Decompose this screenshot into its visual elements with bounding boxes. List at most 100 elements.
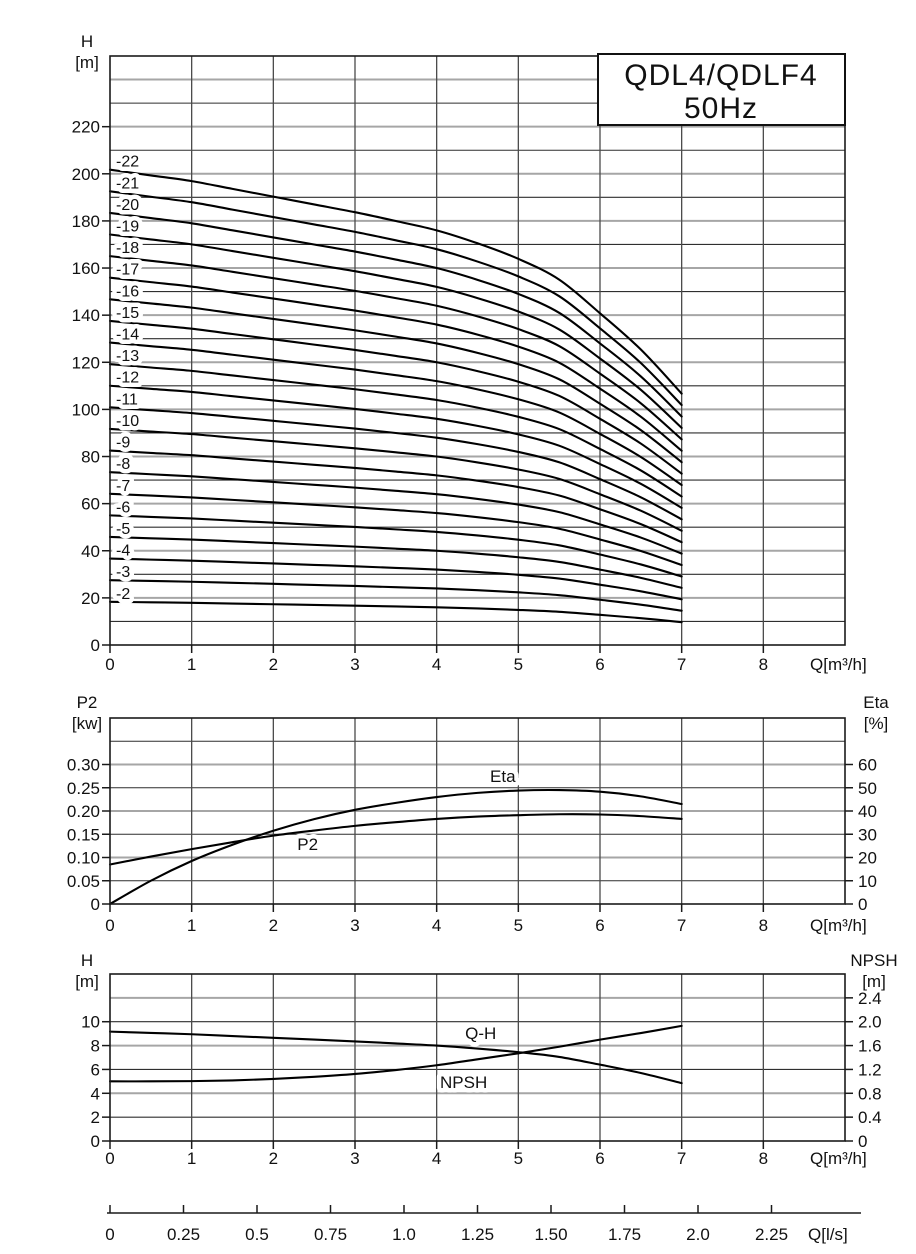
left-tick-label: 0.10 — [67, 849, 100, 868]
axis-title-unit: [m] — [75, 53, 99, 72]
right-tick-label: 0.4 — [858, 1108, 882, 1127]
right-tick-label: 40 — [858, 802, 877, 821]
left-tick-label: 4 — [91, 1084, 100, 1103]
left-tick-label: 220 — [72, 118, 100, 137]
head-curve-20 — [108, 211, 683, 418]
right-tick-label: 1.6 — [858, 1037, 882, 1056]
stage-curve-label: -16 — [116, 283, 139, 300]
stage-curve-label: -20 — [116, 197, 139, 214]
right-tick-label: 10 — [858, 872, 877, 891]
x-tick-label: 7 — [677, 1149, 686, 1168]
head-curve-13 — [108, 363, 683, 498]
x-tick-label: 1 — [187, 1149, 196, 1168]
title-box: QDL4/QDLF4 50Hz — [597, 53, 846, 126]
left-tick-label: 0 — [91, 895, 100, 914]
panel-power-efficiency: P2Eta0.300.250.200.150.100.0506050403020… — [67, 693, 889, 935]
stage-curve-label: -4 — [116, 543, 130, 560]
ls-tick-label: 0.25 — [167, 1225, 200, 1244]
x-tick-label: 6 — [595, 916, 604, 935]
series-curve-NPSH — [108, 1024, 683, 1083]
x-tick-label: 0 — [105, 655, 114, 674]
left-tick-label: 160 — [72, 259, 100, 278]
left-tick-label: 8 — [91, 1037, 100, 1056]
x-tick-label: 5 — [514, 1149, 523, 1168]
ls-tick-label: 2.0 — [686, 1225, 710, 1244]
head-curve-2 — [108, 600, 683, 624]
left-tick-label: 200 — [72, 165, 100, 184]
stage-curve-label: -3 — [116, 564, 130, 581]
x-tick-label: 5 — [514, 916, 523, 935]
left-tick-label: 0.25 — [67, 779, 100, 798]
panel-border — [109, 973, 846, 1142]
head-curve-11 — [108, 406, 683, 521]
title-box-frame — [597, 53, 846, 126]
head-curve-6 — [108, 514, 683, 578]
right-tick-label: 0.8 — [858, 1084, 882, 1103]
right-tick-label: 60 — [858, 756, 877, 775]
left-tick-label: 80 — [81, 448, 100, 467]
stage-curve-label: -17 — [116, 262, 139, 279]
head-curve-7 — [108, 492, 683, 567]
panel-head-capacity: -22-21-20-19-18-17-16-15-14-13-12-11-10-… — [72, 32, 867, 674]
x-tick-label: 2 — [269, 916, 278, 935]
head-curve-21 — [108, 190, 683, 407]
x-tick-label: 5 — [514, 655, 523, 674]
axis-title-unit: [kw] — [72, 714, 102, 733]
ls-tick-label: 0.75 — [314, 1225, 347, 1244]
x-tick-label: 6 — [595, 1149, 604, 1168]
series-label-NPSH: NPSH — [440, 1073, 487, 1092]
head-curve-5 — [108, 535, 683, 589]
head-curve-18 — [108, 255, 683, 441]
series-label-P2: P2 — [297, 835, 318, 854]
x-tick-label: 4 — [432, 655, 441, 674]
flow-axis-ls: 0 0.25 0.5 0.75 1.0 1.25 1.50 1.75 2.0 2.25 Q[l/s] — [105, 1205, 861, 1244]
x-tick-label: 7 — [677, 916, 686, 935]
axis-title: H — [81, 32, 93, 51]
head-curve-16 — [108, 298, 683, 464]
series-label-Eta: Eta — [490, 767, 516, 786]
right-tick-label: 0 — [858, 1132, 867, 1151]
left-tick-label: 0.15 — [67, 825, 100, 844]
stage-curve-label: -9 — [116, 435, 130, 452]
stage-curve-label: -12 — [116, 370, 139, 387]
left-tick-label: 180 — [72, 212, 100, 231]
x-tick-label: 6 — [595, 655, 604, 674]
ls-axis-unit-label: Q[l/s] — [808, 1225, 848, 1244]
stage-curve-label: -6 — [116, 499, 130, 516]
axis-title: Eta — [863, 693, 889, 712]
chart-title-model: QDL4/QDLF4 — [624, 59, 817, 92]
head-curve-9 — [108, 449, 683, 544]
left-tick-label: 140 — [72, 306, 100, 325]
axis-title: P2 — [77, 693, 98, 712]
stage-curve-label: -22 — [116, 154, 139, 171]
axis-title-unit: [%] — [864, 714, 889, 733]
head-curve-22 — [108, 168, 683, 395]
left-tick-label: 100 — [72, 400, 100, 419]
x-axis-unit-label: Q[m³/h] — [810, 1149, 867, 1168]
series-label-Q-H: Q-H — [465, 1024, 496, 1043]
left-tick-label: 0 — [91, 636, 100, 655]
left-tick-label: 120 — [72, 353, 100, 372]
series-curve-P2 — [108, 813, 683, 866]
right-tick-label: 20 — [858, 849, 877, 868]
head-curve-12 — [108, 384, 683, 509]
left-tick-label: 0.30 — [67, 756, 100, 775]
x-tick-label: 8 — [759, 1149, 768, 1168]
x-tick-label: 3 — [350, 655, 359, 674]
ls-tick-label: 1.25 — [461, 1225, 494, 1244]
x-tick-label: 1 — [187, 655, 196, 674]
stage-curve-label: -5 — [116, 521, 130, 538]
ls-tick-label: 1.0 — [392, 1225, 416, 1244]
stage-curve-label: -11 — [116, 391, 138, 408]
left-tick-label: 2 — [91, 1108, 100, 1127]
stage-curve-label: -18 — [116, 240, 139, 257]
series-curve-Eta — [108, 788, 683, 906]
x-tick-label: 1 — [187, 916, 196, 935]
x-tick-label: 0 — [105, 1149, 114, 1168]
x-tick-label: 0 — [105, 916, 114, 935]
x-tick-label: 8 — [759, 916, 768, 935]
left-tick-label: 20 — [81, 589, 100, 608]
ls-tick-label: 0.5 — [245, 1225, 269, 1244]
